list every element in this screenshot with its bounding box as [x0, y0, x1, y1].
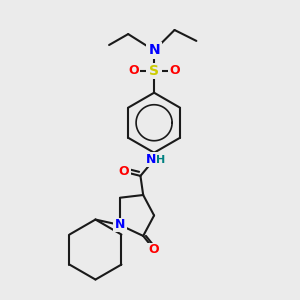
Text: N: N [115, 218, 125, 232]
FancyBboxPatch shape [113, 218, 127, 232]
FancyBboxPatch shape [127, 64, 140, 78]
Text: N: N [148, 44, 160, 58]
FancyBboxPatch shape [146, 63, 162, 79]
Text: O: O [169, 64, 180, 77]
Text: O: O [119, 165, 129, 178]
Text: N: N [146, 153, 157, 166]
FancyBboxPatch shape [146, 42, 162, 58]
FancyBboxPatch shape [143, 152, 165, 167]
FancyBboxPatch shape [168, 64, 182, 78]
Text: O: O [128, 64, 139, 77]
Text: O: O [149, 243, 159, 256]
Text: S: S [149, 64, 159, 78]
FancyBboxPatch shape [147, 243, 161, 256]
Text: H: H [156, 154, 166, 164]
FancyBboxPatch shape [117, 165, 131, 178]
